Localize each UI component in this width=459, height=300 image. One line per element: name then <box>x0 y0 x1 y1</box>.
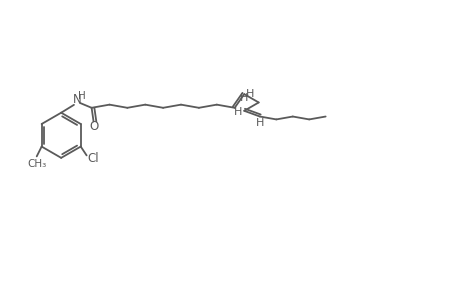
Text: H: H <box>245 89 253 99</box>
Text: H: H <box>255 118 263 128</box>
Text: N: N <box>73 93 82 106</box>
Text: Cl: Cl <box>87 152 99 165</box>
Text: CH₃: CH₃ <box>27 159 46 169</box>
Text: H: H <box>239 93 248 103</box>
Text: H: H <box>233 107 241 117</box>
Text: H: H <box>78 91 86 100</box>
Text: O: O <box>89 120 98 134</box>
